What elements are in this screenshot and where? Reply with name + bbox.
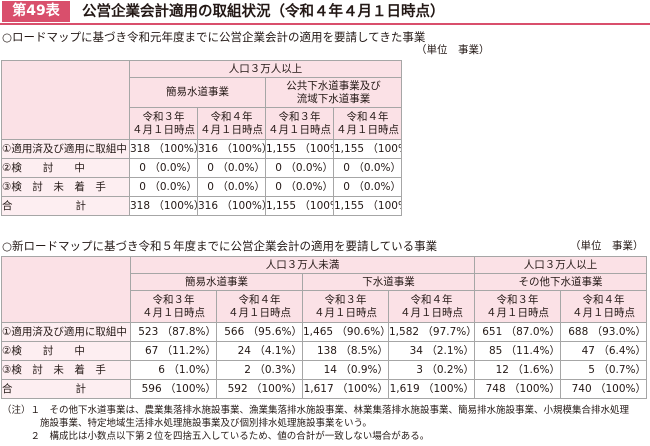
row-label: 合 計 [1,379,131,399]
value-cell: 592 （100%） [216,379,303,399]
table-number-label: 第49表 [2,1,70,22]
value-cell: 1,155 （100%） [333,196,402,216]
table-row-total: 合 計 596 （100%） 592 （100%） 1,617 （100%） 1… [1,379,647,399]
value-cell: 0 （0.0%） [333,158,402,178]
value-cell: 0 （0.0%） [265,158,334,178]
date-header: 令和４年 ４月１日時点 [197,107,266,140]
table-row: ②検 討 中 0 （0.0%） 0 （0.0%） 0 （0.0%） 0 （0.0… [1,158,402,178]
value-cell: 1,582 （97.7%） [388,322,475,342]
value-cell: 2 （0.3%） [216,360,303,380]
date-header: 令和３年 ４月１日時点 [130,290,217,323]
value-cell: 12 （1.6%） [474,360,561,380]
value-cell: 0 （0.0%） [265,177,334,197]
section1-table: 人口３万人以上 簡易水道事業 公共下水道事業及び 流域下水道事業 令和３年 ４月… [1,60,402,216]
category-header: 簡易水道事業 [130,273,303,291]
row-label: ①適用済及び適用に取組中 [1,139,130,159]
value-cell: 47 （6.4%） [560,341,647,361]
date-header: 令和３年 ４月１日時点 [129,107,198,140]
population-header: 人口３万人以上 [129,60,402,78]
row-label: ①適用済及び適用に取組中 [1,322,131,342]
footnote: ２ 構成比は小数点以下第２位を四捨五入しているため、値の合計が一致しない場合があ… [2,431,430,442]
value-cell: 740 （100%） [560,379,647,399]
value-cell: 1,619 （100%） [388,379,475,399]
value-cell: 0 （0.0%） [197,158,266,178]
date-header: 令和４年 ４月１日時点 [560,290,647,323]
value-cell: 3 （0.2%） [388,360,475,380]
value-cell: 1,155 （100%） [265,139,334,159]
value-cell: 566 （95.6%） [216,322,303,342]
value-cell: 0 （0.0%） [129,158,198,178]
value-cell: 85 （11.4%） [474,341,561,361]
table-row: ③検 討 未 着 手 0 （0.0%） 0 （0.0%） 0 （0.0%） 0 … [1,177,402,197]
section1-unit: （単位 事業） [416,44,490,56]
category-header: 公共下水道事業及び 流域下水道事業 [265,77,402,108]
value-cell: 6 （1.0%） [130,360,217,380]
category-header: その他下水道事業 [474,273,647,291]
footnote: 施設事業、特定地域生活排水処理施設事業及び個別排水処理施設事業をいう。 [2,418,372,429]
date-header: 令和４年 ４月１日時点 [388,290,475,323]
category-header: 簡易水道事業 [129,77,266,108]
value-cell: 316 （100%） [197,139,266,159]
value-cell: 67 （11.2%） [130,341,217,361]
row-label: ③検 討 未 着 手 [1,360,131,380]
title-underline [0,23,650,25]
value-cell: 14 （0.9%） [302,360,389,380]
section2-table: 人口３万人未満 人口３万人以上 簡易水道事業 下水道事業 その他下水道事業 令和… [1,256,647,399]
table-row: ②検 討 中 67 （11.2%） 24 （4.1%） 138 （8.5%） 3… [1,341,647,361]
value-cell: 0 （0.0%） [333,177,402,197]
value-cell: 1,155 （100%） [265,196,334,216]
population-header: 人口３万人以上 [474,256,647,274]
row-label: ③検 討 未 着 手 [1,177,130,197]
table-row-total: 合 計 318 （100%） 316 （100%） 1,155 （100%） 1… [1,196,402,216]
section1-heading: ○ロードマップに基づき令和元年度までに公営企業会計の適用を要請してきた事業 [2,30,426,44]
value-cell: 0 （0.0%） [129,177,198,197]
value-cell: 5 （0.7%） [560,360,647,380]
value-cell: 1,465 （90.6%） [302,322,389,342]
value-cell: 318 （100%） [129,139,198,159]
title-bar: 第49表 公営企業会計適用の取組状況（令和４年４月１日時点） [0,0,650,25]
row-label: ②検 討 中 [1,341,131,361]
section2-heading: ○新ロードマップに基づき令和５年度までに公営企業会計の適用を要請している事業 [2,239,438,253]
row-label: 合 計 [1,196,130,216]
value-cell: 1,617 （100%） [302,379,389,399]
value-cell: 748 （100%） [474,379,561,399]
footnote: （注）１ その他下水道事業は、農業集落排水施設事業、漁業集落排水施設事業、林業集… [2,405,630,416]
value-cell: 138 （8.5%） [302,341,389,361]
value-cell: 596 （100%） [130,379,217,399]
value-cell: 34 （2.1%） [388,341,475,361]
section2-unit: （単位 事業） [570,240,644,252]
table-row: ①適用済及び適用に取組中 318 （100%） 316 （100%） 1,155… [1,139,402,159]
row-label: ②検 討 中 [1,158,130,178]
value-cell: 0 （0.0%） [197,177,266,197]
value-cell: 651 （87.0%） [474,322,561,342]
date-header: 令和４年 ４月１日時点 [216,290,303,323]
date-header: 令和３年 ４月１日時点 [302,290,389,323]
population-header: 人口３万人未満 [130,256,475,274]
value-cell: 523 （87.8%） [130,322,217,342]
page-title: 公営企業会計適用の取組状況（令和４年４月１日時点） [82,4,445,20]
corner-cell [1,256,131,323]
value-cell: 24 （4.1%） [216,341,303,361]
date-header: 令和４年 ４月１日時点 [333,107,402,140]
date-header: 令和３年 ４月１日時点 [474,290,561,323]
table-row: ①適用済及び適用に取組中 523 （87.8%） 566 （95.6%） 1,4… [1,322,647,342]
date-header: 令和３年 ４月１日時点 [265,107,334,140]
value-cell: 688 （93.0%） [560,322,647,342]
value-cell: 1,155 （100%） [333,139,402,159]
corner-cell [1,60,130,140]
value-cell: 316 （100%） [197,196,266,216]
table-row: ③検 討 未 着 手 6 （1.0%） 2 （0.3%） 14 （0.9%） 3… [1,360,647,380]
value-cell: 318 （100%） [129,196,198,216]
category-header: 下水道事業 [302,273,475,291]
